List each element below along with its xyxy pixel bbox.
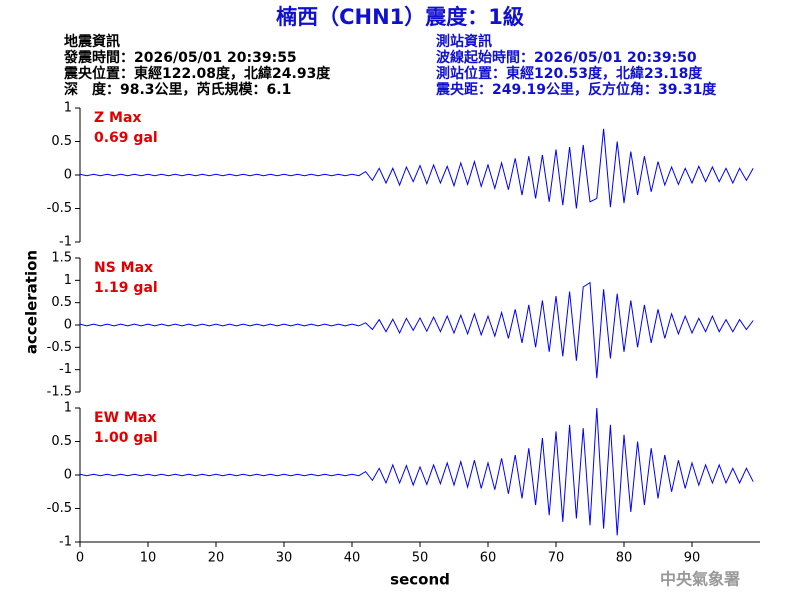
x-tick-label: 70 bbox=[548, 551, 565, 566]
waveform bbox=[79, 128, 754, 209]
y-tick-label: -1 bbox=[59, 235, 72, 250]
y-tick-label: -0.5 bbox=[47, 501, 72, 516]
y-tick-label: 0 bbox=[64, 468, 72, 483]
x-tick-label: 10 bbox=[140, 551, 157, 566]
x-tick-label: 40 bbox=[344, 551, 361, 566]
y-tick-label: 1.5 bbox=[51, 251, 72, 266]
info-line: 測站位置：東經120.53度，北緯23.18度 bbox=[436, 65, 703, 82]
annotation: 1.19 gal bbox=[94, 280, 158, 296]
y-tick-label: -0.5 bbox=[47, 340, 72, 355]
x-tick-label: 20 bbox=[208, 551, 225, 566]
info-line: 深 度：98.3公里，芮氏規模：6.1 bbox=[64, 81, 291, 98]
annotation: EW Max bbox=[94, 410, 156, 426]
y-tick-label: 1 bbox=[64, 273, 72, 288]
title: 楠西（CHN1）震度：1級 bbox=[276, 5, 524, 29]
waveform bbox=[79, 281, 754, 379]
x-tick-label: 50 bbox=[412, 551, 429, 566]
annotation: NS Max bbox=[94, 260, 153, 276]
y-tick-label: 1 bbox=[64, 101, 72, 116]
annotation: 1.00 gal bbox=[94, 430, 158, 446]
y-tick-label: -0.5 bbox=[47, 201, 72, 216]
y-axis-label: acceleration bbox=[23, 250, 41, 354]
x-axis-label: second bbox=[390, 571, 450, 589]
y-tick-label: 0.5 bbox=[51, 134, 72, 149]
annotation: Z Max bbox=[94, 110, 141, 126]
footer: 中央氣象署 bbox=[660, 570, 740, 589]
x-tick-label: 0 bbox=[76, 551, 84, 566]
y-tick-label: -1 bbox=[59, 535, 72, 550]
x-tick-label: 90 bbox=[684, 551, 701, 566]
info-line: 發震時間：2026/05/01 20:39:55 bbox=[63, 49, 297, 66]
x-tick-label: 30 bbox=[276, 551, 293, 566]
y-tick-label: -1.5 bbox=[47, 385, 72, 400]
y-tick-label: -1 bbox=[59, 362, 72, 377]
y-tick-label: 0.5 bbox=[51, 434, 72, 449]
info-line: 測站資訊 bbox=[436, 33, 492, 50]
info-line: 震央距：249.19公里，反方位角：39.31度 bbox=[435, 81, 717, 98]
y-tick-label: 0.5 bbox=[51, 295, 72, 310]
annotation: 0.69 gal bbox=[94, 130, 158, 146]
info-line: 震央位置：東經122.08度，北緯24.93度 bbox=[63, 65, 331, 82]
y-tick-label: 0 bbox=[64, 318, 72, 333]
y-tick-label: 0 bbox=[64, 168, 72, 183]
x-tick-label: 60 bbox=[480, 551, 497, 566]
x-tick-label: 80 bbox=[616, 551, 633, 566]
info-line: 波線起始時間：2026/05/01 20:39:50 bbox=[436, 49, 697, 66]
y-tick-label: 1 bbox=[64, 401, 72, 416]
info-line: 地震資訊 bbox=[64, 33, 120, 50]
waveform bbox=[79, 407, 754, 536]
